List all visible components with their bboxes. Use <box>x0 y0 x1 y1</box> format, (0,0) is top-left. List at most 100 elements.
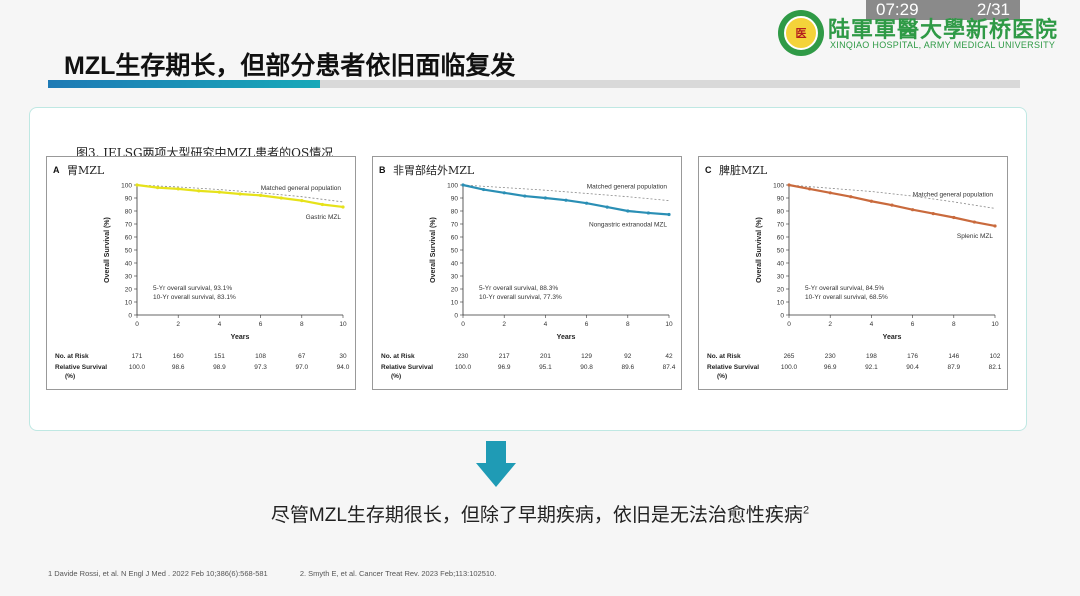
relative-survival-value: 92.1 <box>865 364 878 371</box>
conclusion-main: 尽管MZL生存期很长，但除了早期疾病，依旧是无法治愈性疾病 <box>270 505 803 526</box>
y-axis-label: Overall Survival (%) <box>756 217 763 283</box>
survival-annotation: 5-Yr overall survival, 88.3% <box>479 285 558 292</box>
series-point <box>197 189 201 193</box>
risk-count: 198 <box>866 353 877 360</box>
x-tick-label: 10 <box>339 321 347 328</box>
y-tick-label: 50 <box>125 248 133 255</box>
title-divider-accent <box>48 80 320 88</box>
relative-survival-value: 100.0 <box>455 364 472 371</box>
series-point <box>931 212 935 216</box>
status-bar: 07:29 2/31 <box>866 0 1020 20</box>
x-tick-label: 4 <box>218 321 222 328</box>
survival-annotation: 10-Yr overall survival, 68.5% <box>805 294 888 301</box>
down-arrow-icon <box>476 441 516 487</box>
series-point <box>523 194 527 198</box>
relative-survival-value: 100.0 <box>781 364 798 371</box>
series-point <box>869 199 873 203</box>
x-tick-label: 8 <box>300 321 304 328</box>
series-point <box>993 224 997 228</box>
y-tick-label: 20 <box>777 287 785 294</box>
series-point <box>502 191 506 195</box>
hospital-logo-icon: 医 <box>778 10 824 56</box>
logo-emblem: 医 <box>784 16 818 50</box>
risk-count: 129 <box>581 353 592 360</box>
series-point <box>911 208 915 212</box>
references: 1 Davide Rossi, et al. N Engl J Med . 20… <box>48 569 526 578</box>
y-tick-label: 100 <box>121 183 132 190</box>
hospital-name-en: XINQIAO HOSPITAL, ARMY MEDICAL UNIVERSIT… <box>830 40 1056 50</box>
x-tick-label: 6 <box>911 321 915 328</box>
x-axis-label: Years <box>883 334 902 341</box>
relative-survival-value: 97.0 <box>295 364 308 371</box>
risk-row-label: No. at Risk <box>381 353 415 360</box>
y-tick-label: 70 <box>777 222 785 229</box>
x-tick-label: 2 <box>176 321 180 328</box>
y-tick-label: 20 <box>125 287 133 294</box>
series-point <box>828 191 832 195</box>
risk-row-label: (%) <box>391 373 401 380</box>
series-point <box>300 199 304 203</box>
risk-count: 230 <box>458 353 469 360</box>
x-axis-label: Years <box>557 334 576 341</box>
legend-matched-population: Matched general population <box>261 185 342 192</box>
y-tick-label: 0 <box>128 313 132 320</box>
series-point <box>849 195 853 199</box>
risk-count: 146 <box>948 353 959 360</box>
series-point <box>585 201 589 205</box>
risk-count: 160 <box>173 353 184 360</box>
risk-row-label: (%) <box>65 373 75 380</box>
series-point <box>564 198 568 202</box>
x-axis-label: Years <box>231 334 250 341</box>
risk-count: 92 <box>624 353 632 360</box>
risk-row-label: Relative Survival <box>707 364 759 371</box>
survival-annotation: 5-Yr overall survival, 84.5% <box>805 285 884 292</box>
risk-count: 230 <box>825 353 836 360</box>
risk-count: 265 <box>784 353 795 360</box>
x-tick-label: 10 <box>665 321 673 328</box>
series-point <box>176 187 180 191</box>
relative-survival-value: 90.8 <box>580 364 593 371</box>
series-point <box>890 203 894 207</box>
relative-survival-value: 94.0 <box>337 364 350 371</box>
panel-title: 脾脏MZL <box>719 163 768 177</box>
relative-survival-value: 100.0 <box>129 364 146 371</box>
legend-mzl: Nongastric extranodal MZL <box>589 222 667 229</box>
chart-panel-c: C 脾脏MZL 0 10 20 30 40 50 60 70 80 90 100 0 2 4 6 8 10 Years… <box>698 156 1008 390</box>
x-tick-label: 2 <box>502 321 506 328</box>
series-point <box>543 196 547 200</box>
chart-svg: B 非胃部结外MZL 0 10 20 30 40 50 60 70 80 90 100 0 2 4 6 8 10 Ye… <box>379 163 676 380</box>
relative-survival-value: 89.6 <box>621 364 634 371</box>
relative-survival-value: 96.9 <box>498 364 511 371</box>
y-axis-label: Overall Survival (%) <box>104 217 111 283</box>
risk-row-label: Relative Survival <box>55 364 107 371</box>
y-tick-label: 90 <box>125 196 133 203</box>
relative-survival-value: 98.6 <box>172 364 185 371</box>
series-point <box>461 183 465 187</box>
chart-svg: A 胃MZL 0 10 20 30 40 50 60 70 80 90 100 0 2 4 6 8 10 Years O… <box>53 164 350 380</box>
panel-letter: C <box>705 165 712 175</box>
series-point <box>238 192 242 196</box>
y-tick-label: 20 <box>451 287 459 294</box>
series-point <box>952 215 956 220</box>
relative-survival-value: 97.3 <box>254 364 267 371</box>
reference-1: 1 Davide Rossi, et al. N Engl J Med . 20… <box>48 569 268 578</box>
risk-row-label: No. at Risk <box>55 353 89 360</box>
risk-count: 171 <box>132 353 143 360</box>
series-point <box>135 183 139 187</box>
risk-row-label: (%) <box>717 373 727 380</box>
y-tick-label: 70 <box>451 222 459 229</box>
status-page: 2/31 <box>976 0 1010 19</box>
series-point <box>259 193 263 197</box>
panel-title: 胃MZL <box>67 164 105 177</box>
survival-annotation: 5-Yr overall survival, 93.1% <box>153 285 232 292</box>
y-tick-label: 0 <box>454 313 458 320</box>
series-point <box>972 220 976 224</box>
risk-row-label: No. at Risk <box>707 353 741 360</box>
title-divider <box>48 80 1020 88</box>
x-tick-label: 0 <box>787 321 791 328</box>
hospital-name-cn: 陆軍軍醫大學新桥医院 <box>828 17 1059 43</box>
series-point <box>626 209 630 213</box>
panel-letter: A <box>53 165 60 175</box>
y-tick-label: 40 <box>777 261 785 268</box>
